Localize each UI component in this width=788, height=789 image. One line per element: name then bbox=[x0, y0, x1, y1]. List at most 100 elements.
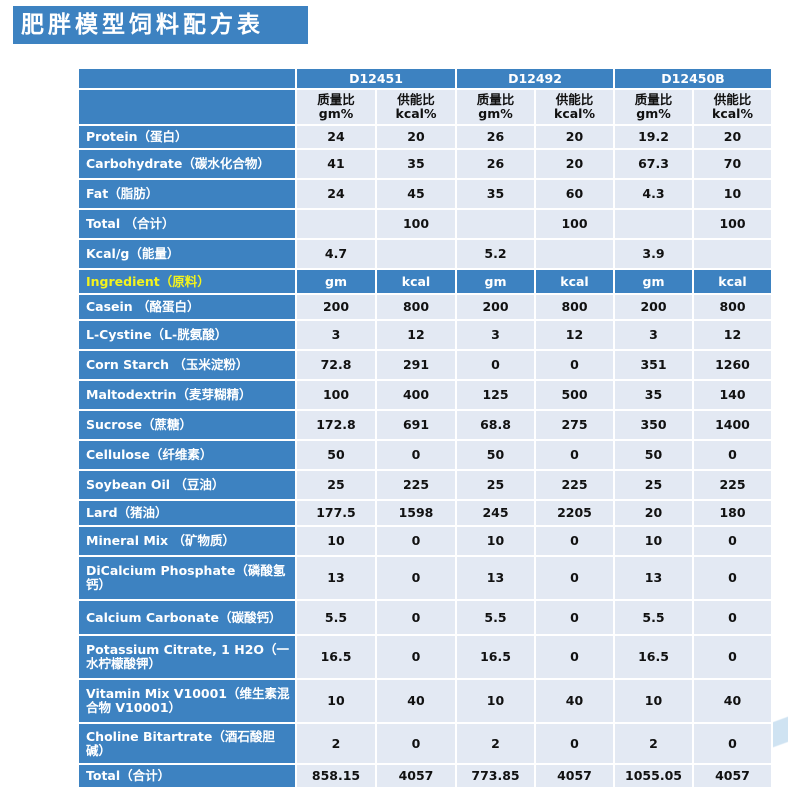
table-cell: 2 bbox=[455, 722, 536, 765]
table-cell: 291 bbox=[375, 349, 457, 381]
table-cell: 200 bbox=[455, 293, 536, 321]
table-cell: 1260 bbox=[692, 349, 773, 381]
table-cell: 25 bbox=[613, 469, 694, 501]
table-cell: 0 bbox=[375, 634, 457, 680]
table-row: Choline Bitartrate（酒石酸胆碱） 2 0 2 0 2 0 bbox=[77, 722, 773, 765]
table-cell: 800 bbox=[375, 293, 457, 321]
table-cell: 4057 bbox=[692, 763, 773, 789]
table-cell: 4.3 bbox=[613, 178, 694, 210]
table-cell: 20 bbox=[534, 148, 615, 180]
table-cell: 67.3 bbox=[613, 148, 694, 180]
table-cell bbox=[534, 238, 615, 270]
row-label: Cellulose（纤维素） bbox=[77, 439, 297, 471]
row-label: Maltodextrin（麦芽糊精） bbox=[77, 379, 297, 411]
table-cell: 10 bbox=[455, 525, 536, 557]
table-cell: 0 bbox=[534, 634, 615, 680]
table-cell: 0 bbox=[692, 634, 773, 680]
table-cell: 35 bbox=[375, 148, 457, 180]
table-cell: 10 bbox=[295, 678, 377, 724]
energy-ratio-header: 供能比 kcal% bbox=[692, 88, 773, 126]
table-cell: 3 bbox=[613, 319, 694, 351]
table-row: Carbohydrate（碳水化合物） 41 35 26 20 67.3 70 bbox=[77, 148, 773, 180]
ingredient-header-row: Ingredient（原料） gm kcal gm kcal gm kcal bbox=[77, 268, 773, 295]
table-cell: 25 bbox=[295, 469, 377, 501]
table-cell: 24 bbox=[295, 124, 377, 150]
table-cell: 13 bbox=[295, 555, 377, 601]
row-label: Mineral Mix （矿物质） bbox=[77, 525, 297, 557]
table-cell: 10 bbox=[692, 178, 773, 210]
table-cell: 800 bbox=[534, 293, 615, 321]
table-cell: 0 bbox=[375, 439, 457, 471]
table-cell: 275 bbox=[534, 409, 615, 441]
table-cell: 20 bbox=[692, 124, 773, 150]
table-cell: 2 bbox=[613, 722, 694, 765]
table-cell: 125 bbox=[455, 379, 536, 411]
table-cell: 5.2 bbox=[455, 238, 536, 270]
table-cell: 0 bbox=[534, 722, 615, 765]
table-cell: 5.5 bbox=[295, 599, 377, 636]
table-cell: 400 bbox=[375, 379, 457, 411]
table-row: Kcal/g（能量） 4.7 5.2 3.9 bbox=[77, 238, 773, 270]
table-cell: 177.5 bbox=[295, 499, 377, 527]
unit-header: gm bbox=[613, 268, 694, 295]
table-cell: 200 bbox=[295, 293, 377, 321]
table-cell: 12 bbox=[692, 319, 773, 351]
row-label: Total（合计） bbox=[77, 763, 297, 789]
table-cell: 100 bbox=[534, 208, 615, 240]
row-label: Carbohydrate（碳水化合物） bbox=[77, 148, 297, 180]
table-cell: 0 bbox=[375, 525, 457, 557]
table-cell: 858.15 bbox=[295, 763, 377, 789]
table-cell: 1598 bbox=[375, 499, 457, 527]
row-label: Corn Starch （玉米淀粉） bbox=[77, 349, 297, 381]
table-cell: 40 bbox=[692, 678, 773, 724]
page-title: 肥胖模型饲料配方表 bbox=[13, 6, 308, 44]
table-cell: 172.8 bbox=[295, 409, 377, 441]
mass-ratio-header: 质量比 gm% bbox=[295, 88, 377, 126]
table-row: Sucrose（蔗糖） 172.8 691 68.8 275 350 1400 bbox=[77, 409, 773, 441]
table-row: Protein（蛋白） 24 20 26 20 19.2 20 bbox=[77, 124, 773, 150]
table-cell bbox=[455, 208, 536, 240]
row-label: Protein（蛋白） bbox=[77, 124, 297, 150]
unit-header: kcal bbox=[692, 268, 773, 295]
table-cell: 0 bbox=[534, 349, 615, 381]
table-cell bbox=[375, 238, 457, 270]
row-label: Fat（脂肪） bbox=[77, 178, 297, 210]
table-row: Calcium Carbonate（碳酸钙） 5.5 0 5.5 0 5.5 0 bbox=[77, 599, 773, 636]
row-label: Soybean Oil （豆油） bbox=[77, 469, 297, 501]
table-cell: 0 bbox=[692, 525, 773, 557]
table-cell bbox=[613, 208, 694, 240]
table-cell: 50 bbox=[613, 439, 694, 471]
row-label: Vitamin Mix V10001（维生素混合物 V10001） bbox=[77, 678, 297, 724]
table-cell: 0 bbox=[534, 439, 615, 471]
table-row: Total（合计） 858.15 4057 773.85 4057 1055.05 4057 bbox=[77, 763, 773, 789]
table-cell: 10 bbox=[613, 525, 694, 557]
table-cell: 45 bbox=[375, 178, 457, 210]
table-row: Fat（脂肪） 24 45 35 60 4.3 10 bbox=[77, 178, 773, 210]
table-cell: 41 bbox=[295, 148, 377, 180]
unit-header: kcal bbox=[375, 268, 457, 295]
table-row: DiCalcium Phosphate（磷酸氢钙） 13 0 13 0 13 0 bbox=[77, 555, 773, 601]
table-cell: 5.5 bbox=[455, 599, 536, 636]
table-cell: 0 bbox=[692, 722, 773, 765]
mass-ratio-header: 质量比 gm% bbox=[613, 88, 694, 126]
table-cell: 0 bbox=[455, 349, 536, 381]
table-cell: 25 bbox=[455, 469, 536, 501]
table-cell: 225 bbox=[692, 469, 773, 501]
table-cell: 16.5 bbox=[613, 634, 694, 680]
table-cell: 26 bbox=[455, 148, 536, 180]
table-cell: 225 bbox=[375, 469, 457, 501]
table-cell: 225 bbox=[534, 469, 615, 501]
table-cell: 13 bbox=[455, 555, 536, 601]
table-row: Corn Starch （玉米淀粉） 72.8 291 0 0 351 1260 bbox=[77, 349, 773, 381]
ingredient-header-label: Ingredient（原料） bbox=[77, 268, 297, 295]
table-cell: 35 bbox=[455, 178, 536, 210]
table-row: Potassium Citrate, 1 H2O（一水柠檬酸钾） 16.5 0 16.… bbox=[77, 634, 773, 680]
table-cell: 16.5 bbox=[455, 634, 536, 680]
table-cell bbox=[295, 208, 377, 240]
table-cell: 16.5 bbox=[295, 634, 377, 680]
table-cell: 13 bbox=[613, 555, 694, 601]
table-cell: 10 bbox=[295, 525, 377, 557]
table-row: Total （合计） 100 100 100 bbox=[77, 208, 773, 240]
table-cell: 4057 bbox=[375, 763, 457, 789]
table-cell: 3 bbox=[455, 319, 536, 351]
